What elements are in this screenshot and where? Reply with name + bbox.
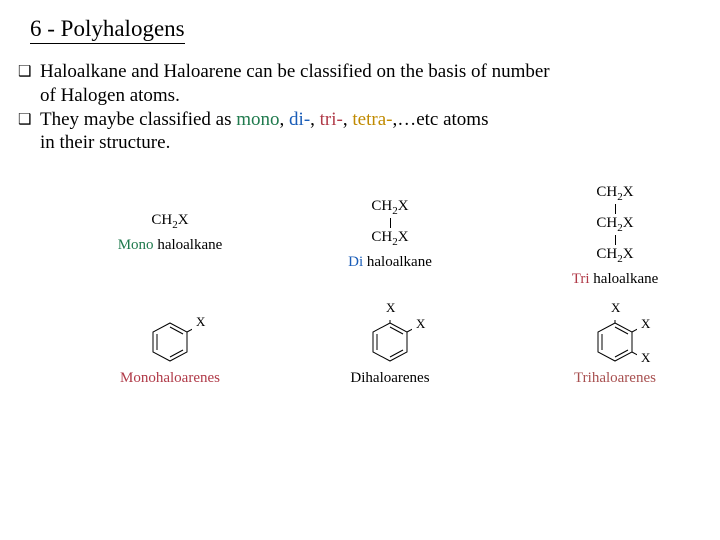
bullet-2: ❑ They maybe classified as mono, di-, tr… <box>18 108 700 156</box>
x-label: X <box>611 300 620 316</box>
mono-haloalkane-cell: CH2X Mono haloalkane <box>85 212 255 254</box>
x-label: X <box>641 350 650 366</box>
bond-line-icon <box>615 235 616 245</box>
x-label: X <box>196 314 205 330</box>
caption: Mono haloalkane <box>85 237 255 254</box>
di-haloarene-cell: X X Dihaloarenes <box>305 320 475 387</box>
bullet-text: They maybe classified as <box>40 109 236 130</box>
x-label: X <box>641 316 650 332</box>
page-title: 6 - Polyhalogens <box>30 16 185 44</box>
caption: Monohaloarenes <box>85 370 255 387</box>
caption: Trihaloarenes <box>530 370 700 387</box>
bond-line-icon <box>615 204 616 214</box>
term-mono: mono <box>236 109 279 130</box>
benzene-ring-icon: X X X <box>593 320 637 364</box>
x-label: X <box>416 316 425 332</box>
benzene-ring-icon: X <box>148 320 192 364</box>
bullet-text: Haloalkane and Haloarene can be classifi… <box>40 61 550 82</box>
bullet-text: of Halogen atoms. <box>40 85 180 106</box>
bullet-1: ❑ Haloalkane and Haloarene can be classi… <box>18 60 700 108</box>
term-tetra: tetra- <box>352 109 392 130</box>
tri-haloarene-cell: X X X Trihaloarenes <box>530 320 700 387</box>
x-label: X <box>386 300 395 316</box>
bullet-square-icon: ❑ <box>18 63 40 111</box>
bond-line-icon <box>390 218 391 228</box>
formula: CH2X CH2X CH2X <box>530 184 700 265</box>
term-tri: tri- <box>320 109 343 130</box>
bullet-list: ❑ Haloalkane and Haloarene can be classi… <box>18 60 700 155</box>
term-di: di- <box>289 109 310 130</box>
benzene-ring-icon: X X <box>368 320 412 364</box>
caption: Tri haloalkane <box>530 271 700 288</box>
caption: Di haloalkane <box>305 254 475 271</box>
bullet-square-icon: ❑ <box>18 111 40 159</box>
formula: CH2X <box>85 212 255 231</box>
bullet-text: in their structure. <box>40 132 170 153</box>
di-haloalkane-cell: CH2X CH2X Di haloalkane <box>305 198 475 271</box>
diagram-area: CH2X Mono haloalkane CH2X CH2X Di haloal… <box>0 190 720 540</box>
mono-haloarene-cell: X Monohaloarenes <box>85 320 255 387</box>
tri-haloalkane-cell: CH2X CH2X CH2X Tri haloalkane <box>530 184 700 288</box>
caption: Dihaloarenes <box>305 370 475 387</box>
formula: CH2X CH2X <box>305 198 475 248</box>
